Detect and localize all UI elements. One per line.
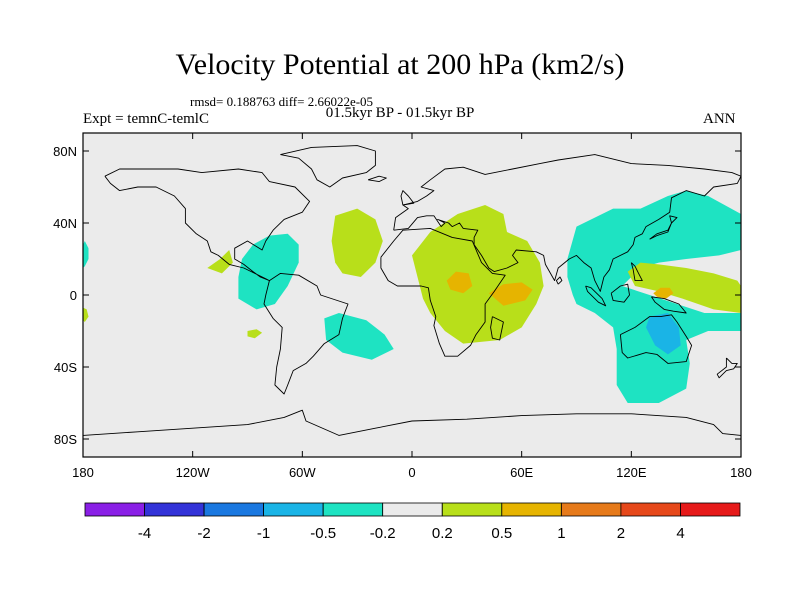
colorbar-label: -1 (257, 525, 270, 542)
y-axis: 80N 40N 0 40S 80S (53, 144, 741, 447)
season-label: ANN (703, 111, 736, 127)
colorbar-swatch (680, 502, 741, 517)
x-tick-label: 120W (176, 465, 211, 480)
x-tick-label: 60W (289, 465, 316, 480)
x-tick-label: 180 (72, 465, 94, 480)
colorbar-swatch (84, 502, 145, 517)
colorbar-swatch (203, 502, 265, 517)
region-central-america-negative (238, 233, 299, 310)
chart-subtitle: 01.5kyr BP - 01.5kyr BP (325, 105, 475, 121)
chart-title: Velocity Potential at 200 hPa (km2/s) (175, 48, 625, 81)
coastline-greenland (280, 145, 376, 188)
region-date-line-west-positive (83, 307, 89, 322)
x-axis: 180 120W 60W 0 60E 120E 180 (72, 133, 752, 480)
colorbar-swatch (441, 502, 503, 517)
coastline-north-america (104, 168, 311, 282)
colorbar-label: 0.5 (491, 525, 512, 542)
colorbar-label: -0.5 (310, 525, 336, 542)
colorbar-swatch (322, 502, 384, 517)
colorbar-swatch (263, 502, 324, 517)
colorbar-swatch (501, 502, 562, 517)
coastline-new-guinea (651, 296, 687, 314)
x-tick-label: 0 (408, 465, 415, 480)
region-east-pacific-positive (207, 250, 233, 274)
coastline-japan (649, 215, 678, 240)
colorbar: -4 -2 -1 -0.5 -0.2 0.2 0.5 1 2 4 (84, 502, 741, 542)
coastline-sumatra (585, 285, 607, 307)
coastline-australia (619, 314, 693, 364)
region-west-pacific-orange (653, 287, 674, 299)
coastline-new-zealand (716, 357, 738, 379)
colorbar-swatch (620, 502, 681, 517)
y-tick-label: 40N (53, 216, 77, 231)
coastline-borneo (610, 283, 630, 303)
colorbar-label: -2 (197, 525, 210, 542)
coastline-madagascar (490, 316, 504, 341)
coastline-europe-asia (393, 154, 741, 292)
region-south-atlantic-negative (324, 313, 394, 360)
region-australia-deeper-negative (646, 313, 681, 355)
x-tick-label: 60E (510, 465, 533, 480)
region-date-line-west-negative (83, 241, 89, 268)
colorbar-swatch (382, 502, 443, 517)
colorbar-swatch (144, 502, 205, 517)
coastline-south-america (263, 272, 349, 395)
region-africa-orange-east (488, 282, 533, 306)
coastline-iceland (367, 175, 387, 183)
coastline-africa (380, 227, 506, 357)
y-tick-label: 80S (54, 432, 77, 447)
region-north-atlantic-positive (331, 208, 383, 277)
colorbar-label: 4 (676, 525, 684, 542)
x-tick-label: 120E (616, 465, 647, 480)
region-south-pacific-small-positive (247, 329, 263, 339)
x-tick-label: 180 (730, 465, 752, 480)
colorbar-label: 0.2 (432, 525, 453, 542)
stats-line: rmsd= 0.188763 diff= 2.66022e-05 (190, 94, 374, 109)
region-africa-orange-west (446, 271, 473, 294)
y-tick-label: 0 (70, 288, 77, 303)
y-tick-label: 80N (53, 144, 77, 159)
colorbar-label: 2 (617, 525, 625, 542)
y-tick-label: 40S (54, 360, 77, 375)
coastline-sri-lanka (555, 276, 563, 285)
region-north-africa-positive (412, 205, 544, 344)
colorbar-label: 1 (557, 525, 565, 542)
experiment-label: Expt = temnC-temlC (83, 111, 209, 127)
coastline-antarctica (83, 409, 741, 436)
region-west-pacific-positive (627, 262, 741, 313)
colorbar-label: -0.2 (370, 525, 396, 542)
coastlines (83, 145, 741, 436)
coastline-philippines (630, 262, 643, 282)
coastline-britain (400, 190, 415, 206)
colorbar-label: -4 (138, 525, 151, 542)
colorbar-swatch (561, 502, 622, 517)
